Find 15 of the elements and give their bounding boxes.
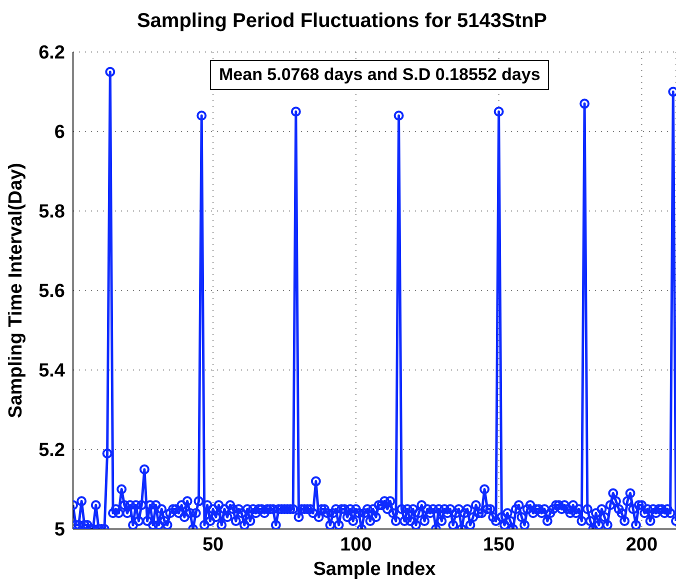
y-tick-label: 6: [54, 122, 65, 144]
y-axis-title: Sampling Time Interval(Day): [6, 162, 27, 418]
x-tick-label: 150: [482, 534, 515, 556]
x-tick-label: 200: [626, 534, 658, 556]
y-tick-label: 5.8: [38, 202, 65, 223]
x-tick-label: 100: [340, 534, 372, 556]
chart-title: Sampling Period Fluctuations for 5143StnP: [136, 10, 548, 33]
x-tick-label: 50: [202, 534, 224, 556]
annotation: Mean 5.0768 days and S.D 0.18552 days: [210, 60, 550, 90]
y-tick-label: 5.6: [38, 281, 65, 302]
y-tick-label: 6.2: [38, 42, 65, 64]
y-tick-label: 5.2: [38, 440, 65, 462]
y-tick-label: 5: [54, 520, 66, 541]
x-axis-title: Sample Index: [313, 559, 436, 579]
y-tick-label: 5.4: [38, 360, 66, 382]
